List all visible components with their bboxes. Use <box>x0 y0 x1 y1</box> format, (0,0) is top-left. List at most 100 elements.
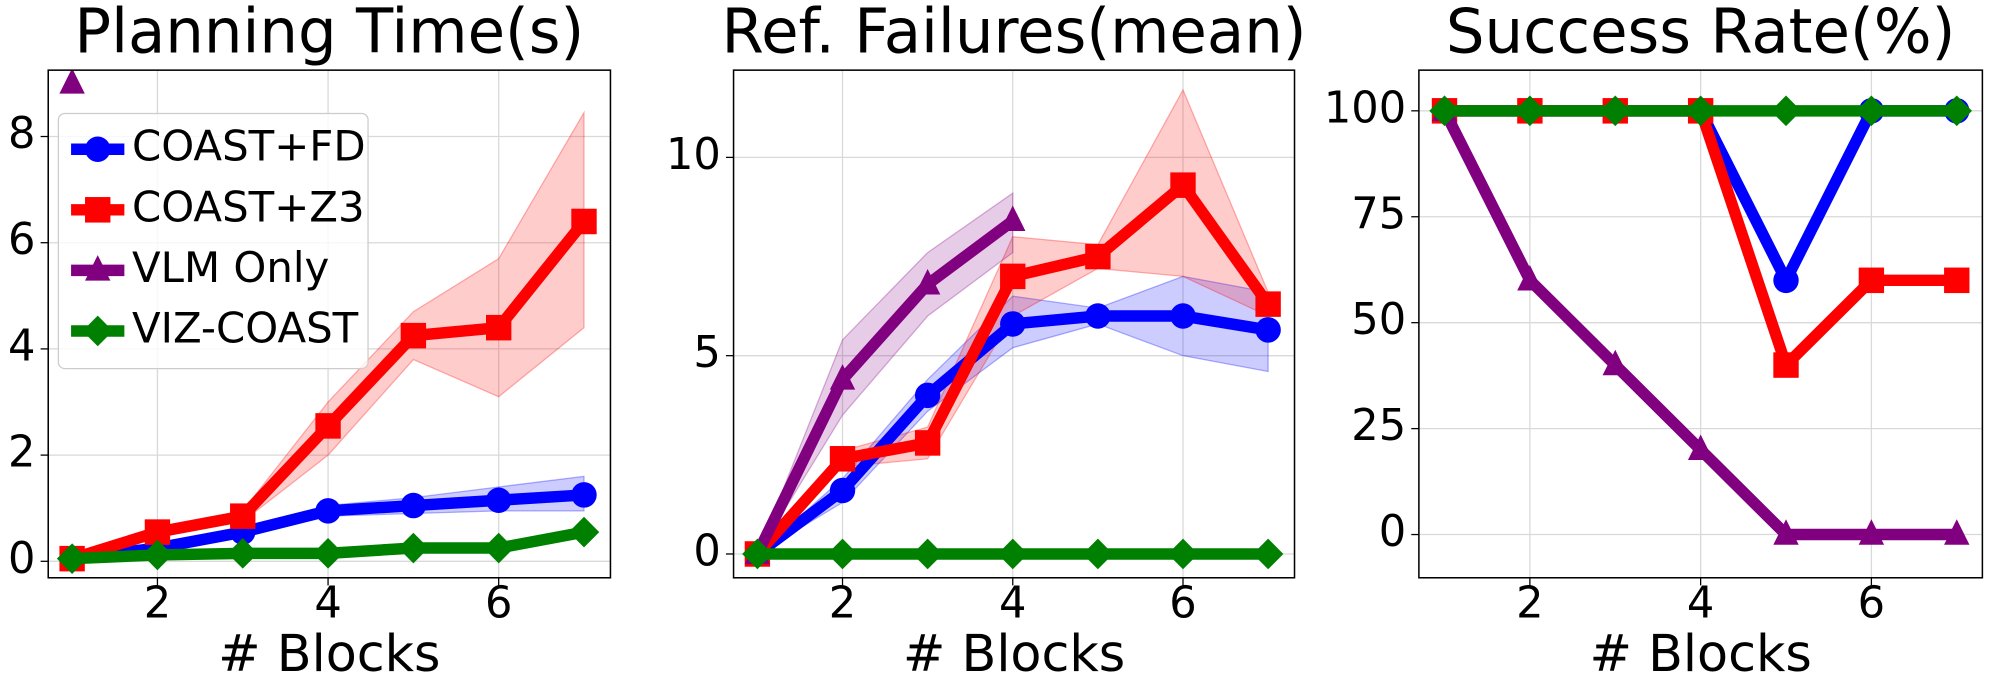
legend-label: COAST+Z3 <box>132 182 365 231</box>
marker <box>230 503 256 529</box>
marker <box>56 543 88 574</box>
x-tick-label: 4 <box>1687 578 1714 628</box>
marker <box>400 492 427 519</box>
marker <box>827 538 858 570</box>
marker <box>85 255 111 281</box>
marker <box>1167 538 1199 570</box>
marker <box>1085 303 1111 329</box>
y-tick-label: 75 <box>1351 189 1406 239</box>
marker <box>1685 95 1716 127</box>
marker <box>1429 95 1460 127</box>
x-tick-label: 6 <box>1169 578 1196 628</box>
marker <box>1000 263 1026 290</box>
marker <box>1000 311 1026 337</box>
marker <box>398 532 429 564</box>
marker <box>1252 538 1284 570</box>
y-tick-label: 8 <box>8 109 35 159</box>
y-tick-label: 5 <box>693 328 720 378</box>
chart: Success Rate(%) # Blocks 0 25 50 75 100 2 4 6 <box>1324 0 1984 684</box>
marker <box>1600 95 1631 127</box>
plot-area <box>56 70 600 574</box>
marker <box>85 197 111 223</box>
plot-frame <box>47 69 612 579</box>
x-tick-label: 4 <box>314 578 341 628</box>
marker <box>829 446 856 472</box>
marker <box>571 482 597 508</box>
marker <box>1773 519 1799 545</box>
marker <box>1687 434 1714 461</box>
marker <box>312 538 344 569</box>
marker <box>1773 267 1799 294</box>
x-tick-label: 4 <box>999 578 1026 628</box>
legend-box <box>57 112 369 370</box>
marker <box>568 516 600 548</box>
plot-frame <box>732 69 1296 579</box>
chart-title: Ref. Failures(mean) <box>722 0 1307 67</box>
marker <box>483 532 514 564</box>
legend-label: VLM Only <box>132 243 329 292</box>
y-tick-label: 0 <box>8 534 35 584</box>
x-axis-label: # Blocks <box>903 625 1125 684</box>
marker <box>315 413 341 439</box>
marker <box>1941 95 1973 127</box>
y-tick-label: 25 <box>1351 401 1406 451</box>
y-tick-label: 0 <box>1379 507 1406 557</box>
marker <box>1944 519 1970 545</box>
marker <box>85 136 111 162</box>
x-tick-label: 6 <box>1858 578 1885 628</box>
marker <box>914 382 941 409</box>
series-line <box>752 216 1017 557</box>
marker <box>829 364 856 390</box>
marker <box>485 314 512 341</box>
y-tick-label: 0 <box>693 526 720 576</box>
marker <box>1085 243 1111 270</box>
marker <box>400 322 427 349</box>
marker <box>1944 267 1970 294</box>
marker <box>1000 205 1026 232</box>
x-tick-label: 2 <box>144 578 171 628</box>
marker <box>1858 519 1885 545</box>
plot-frame <box>1418 69 1984 579</box>
marker <box>485 487 512 513</box>
y-tick-label: 50 <box>1351 295 1406 345</box>
chart: Ref. Failures(mean) # Blocks 0 5 10 2 4 6 <box>666 0 1307 684</box>
marker <box>1770 95 1802 127</box>
x-tick-label: 6 <box>485 578 512 628</box>
marker <box>1082 538 1114 570</box>
y-tick-label: 2 <box>8 428 35 478</box>
y-tick-label: 4 <box>8 321 35 371</box>
chart-title: Planning Time(s) <box>74 0 584 67</box>
chart-title: Success Rate(%) <box>1446 0 1956 67</box>
marker <box>997 538 1028 570</box>
marker <box>1517 265 1543 291</box>
marker <box>1858 267 1885 294</box>
marker <box>59 70 85 94</box>
x-tick-label: 2 <box>829 578 856 628</box>
marker <box>1602 349 1628 376</box>
marker <box>227 538 258 569</box>
x-axis-label: # Blocks <box>218 625 440 684</box>
marker <box>571 208 597 235</box>
legend-label: COAST+FD <box>132 122 366 171</box>
marker <box>914 268 941 295</box>
y-tick-label: 100 <box>1324 83 1406 133</box>
y-tick-label: 10 <box>666 130 721 180</box>
marker <box>829 477 856 504</box>
marker <box>1773 352 1799 378</box>
chart: Planning Time(s) # Blocks 0 2 4 6 8 2 4 6 COAST+FD… <box>8 0 612 684</box>
plot-area <box>1429 95 1973 545</box>
marker <box>1170 172 1196 198</box>
legend-label: VIZ-COAST <box>132 303 359 352</box>
marker <box>1856 95 1887 127</box>
marker <box>1255 291 1281 317</box>
marker <box>1255 317 1281 343</box>
marker <box>315 498 341 524</box>
marker <box>1514 95 1546 127</box>
marker <box>914 430 941 456</box>
marker <box>1170 303 1196 329</box>
x-tick-label: 2 <box>1516 578 1543 628</box>
y-tick-label: 6 <box>8 215 35 265</box>
marker <box>912 538 943 570</box>
